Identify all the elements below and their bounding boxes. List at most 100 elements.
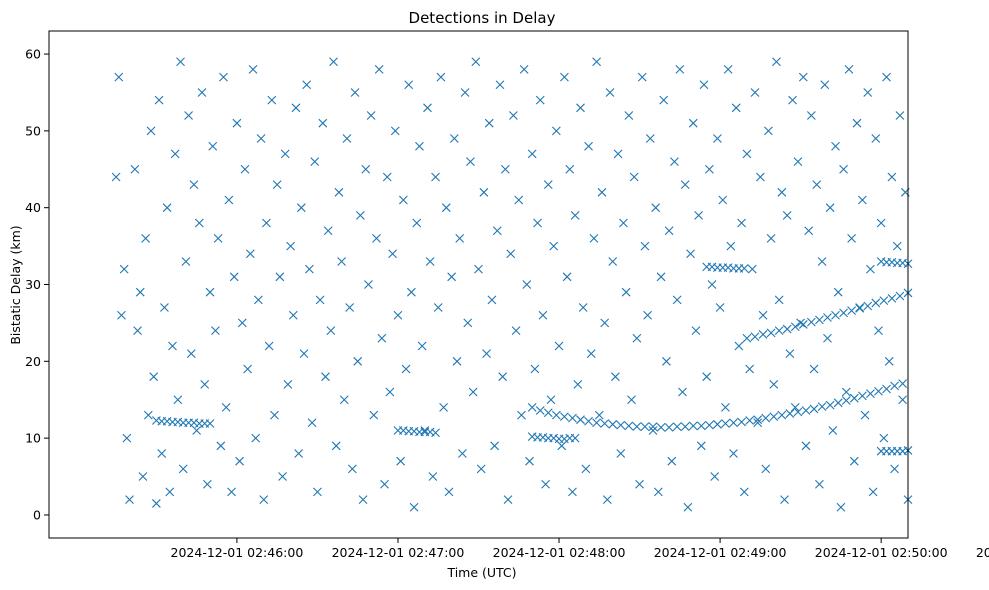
data-point — [264, 341, 274, 351]
data-point — [589, 234, 599, 243]
data-point — [855, 303, 865, 313]
data-point — [584, 141, 593, 151]
data-point — [323, 226, 333, 236]
data-point — [492, 226, 502, 236]
data-point — [664, 422, 674, 432]
data-point — [887, 293, 897, 303]
data-point — [895, 111, 905, 120]
series-6 — [742, 288, 913, 343]
data-point — [766, 234, 776, 243]
data-point — [847, 234, 857, 243]
data-point — [543, 408, 553, 418]
data-point — [683, 502, 693, 512]
data-point — [737, 417, 746, 427]
data-point — [522, 280, 532, 289]
data-point — [817, 402, 827, 412]
data-point — [186, 349, 196, 359]
data-point — [871, 298, 881, 308]
data-point — [624, 111, 634, 120]
data-point — [739, 487, 749, 497]
data-point — [758, 310, 768, 320]
data-point — [307, 418, 317, 428]
data-point — [205, 419, 215, 428]
data-point — [117, 310, 126, 320]
data-point — [713, 134, 722, 143]
data-points — [111, 57, 913, 512]
data-point — [616, 449, 626, 458]
data-point — [280, 149, 290, 159]
data-point — [519, 65, 529, 74]
data-point — [401, 364, 411, 374]
data-point — [393, 310, 403, 320]
data-point — [345, 303, 355, 312]
data-point — [586, 349, 596, 359]
data-point — [898, 379, 908, 388]
data-point — [801, 441, 811, 451]
data-point — [329, 57, 338, 67]
data-point — [772, 57, 781, 67]
data-point — [777, 187, 787, 197]
data-point — [380, 479, 389, 489]
data-point — [643, 310, 653, 320]
data-point — [849, 456, 859, 466]
data-point — [538, 310, 548, 320]
data-point — [294, 449, 304, 458]
data-point — [804, 226, 814, 236]
data-point — [632, 422, 642, 432]
data-point — [347, 464, 357, 474]
data-point — [882, 384, 891, 394]
data-point — [388, 249, 397, 259]
data-point — [337, 257, 346, 266]
data-point — [731, 103, 741, 113]
data-point — [707, 280, 717, 289]
data-point — [256, 134, 266, 143]
data-point — [160, 303, 169, 312]
data-point — [734, 341, 744, 351]
data-point — [243, 364, 253, 374]
data-point — [825, 203, 835, 213]
y-tick-label: 20 — [25, 354, 41, 369]
data-point — [675, 65, 685, 74]
data-point — [653, 487, 663, 497]
data-point — [871, 134, 881, 143]
data-point — [613, 149, 623, 159]
data-point — [833, 398, 843, 408]
data-point — [149, 372, 159, 382]
data-point — [374, 65, 384, 74]
data-point — [530, 364, 540, 374]
data-point — [806, 111, 816, 120]
data-point — [173, 395, 183, 405]
data-point — [874, 326, 883, 335]
data-point — [181, 257, 191, 266]
data-point — [420, 426, 430, 435]
data-point — [774, 326, 784, 335]
data-point — [793, 407, 803, 417]
series-2 — [393, 426, 440, 438]
data-point — [178, 464, 188, 474]
data-point — [656, 422, 666, 432]
data-point — [412, 218, 422, 228]
data-point — [302, 80, 312, 90]
data-point — [479, 187, 489, 197]
data-point — [761, 464, 771, 474]
data-point — [841, 396, 851, 405]
data-point — [409, 502, 419, 512]
x-tick-label: 2024-12-01 02:49:00 — [654, 545, 787, 560]
data-point — [176, 57, 185, 67]
data-point — [275, 272, 285, 282]
data-point — [629, 172, 639, 182]
data-point — [151, 499, 161, 508]
data-point — [511, 326, 521, 335]
data-point — [326, 326, 336, 335]
data-point — [143, 410, 153, 420]
data-point — [200, 379, 210, 389]
y-axis-ticks: 0 10 20 30 40 50 60 — [25, 47, 49, 522]
data-point — [602, 495, 612, 504]
data-point — [447, 272, 457, 282]
data-point — [554, 341, 564, 351]
data-point — [721, 419, 730, 428]
data-point — [342, 134, 352, 143]
data-point — [560, 72, 569, 82]
data-point — [600, 419, 610, 428]
data-point — [227, 487, 236, 497]
